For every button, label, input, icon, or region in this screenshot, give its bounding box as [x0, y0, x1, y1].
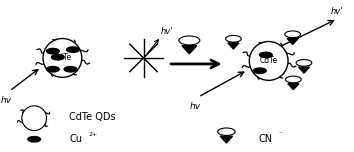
Text: CdTe QDs: CdTe QDs [69, 112, 116, 122]
Circle shape [259, 52, 272, 58]
Polygon shape [288, 84, 299, 90]
Circle shape [46, 67, 59, 72]
Circle shape [253, 68, 266, 73]
Circle shape [28, 136, 41, 142]
Text: CN: CN [258, 133, 272, 143]
Circle shape [51, 54, 64, 60]
Text: CdTe: CdTe [259, 56, 278, 66]
Polygon shape [287, 38, 298, 45]
Circle shape [46, 48, 59, 54]
Text: Cu: Cu [69, 133, 82, 143]
Circle shape [67, 47, 79, 52]
Circle shape [64, 67, 77, 72]
Polygon shape [228, 43, 239, 49]
Text: CdTe: CdTe [53, 53, 72, 62]
Polygon shape [298, 67, 309, 73]
Text: hv': hv' [331, 7, 344, 16]
Ellipse shape [43, 38, 82, 77]
Text: ⁻: ⁻ [278, 132, 282, 138]
Polygon shape [220, 136, 233, 143]
Ellipse shape [22, 106, 46, 131]
Text: hv': hv' [161, 27, 173, 36]
Polygon shape [182, 46, 197, 54]
Text: hv: hv [189, 102, 200, 111]
Ellipse shape [249, 41, 288, 80]
Text: 2+: 2+ [89, 132, 98, 137]
Text: hv: hv [1, 96, 12, 105]
